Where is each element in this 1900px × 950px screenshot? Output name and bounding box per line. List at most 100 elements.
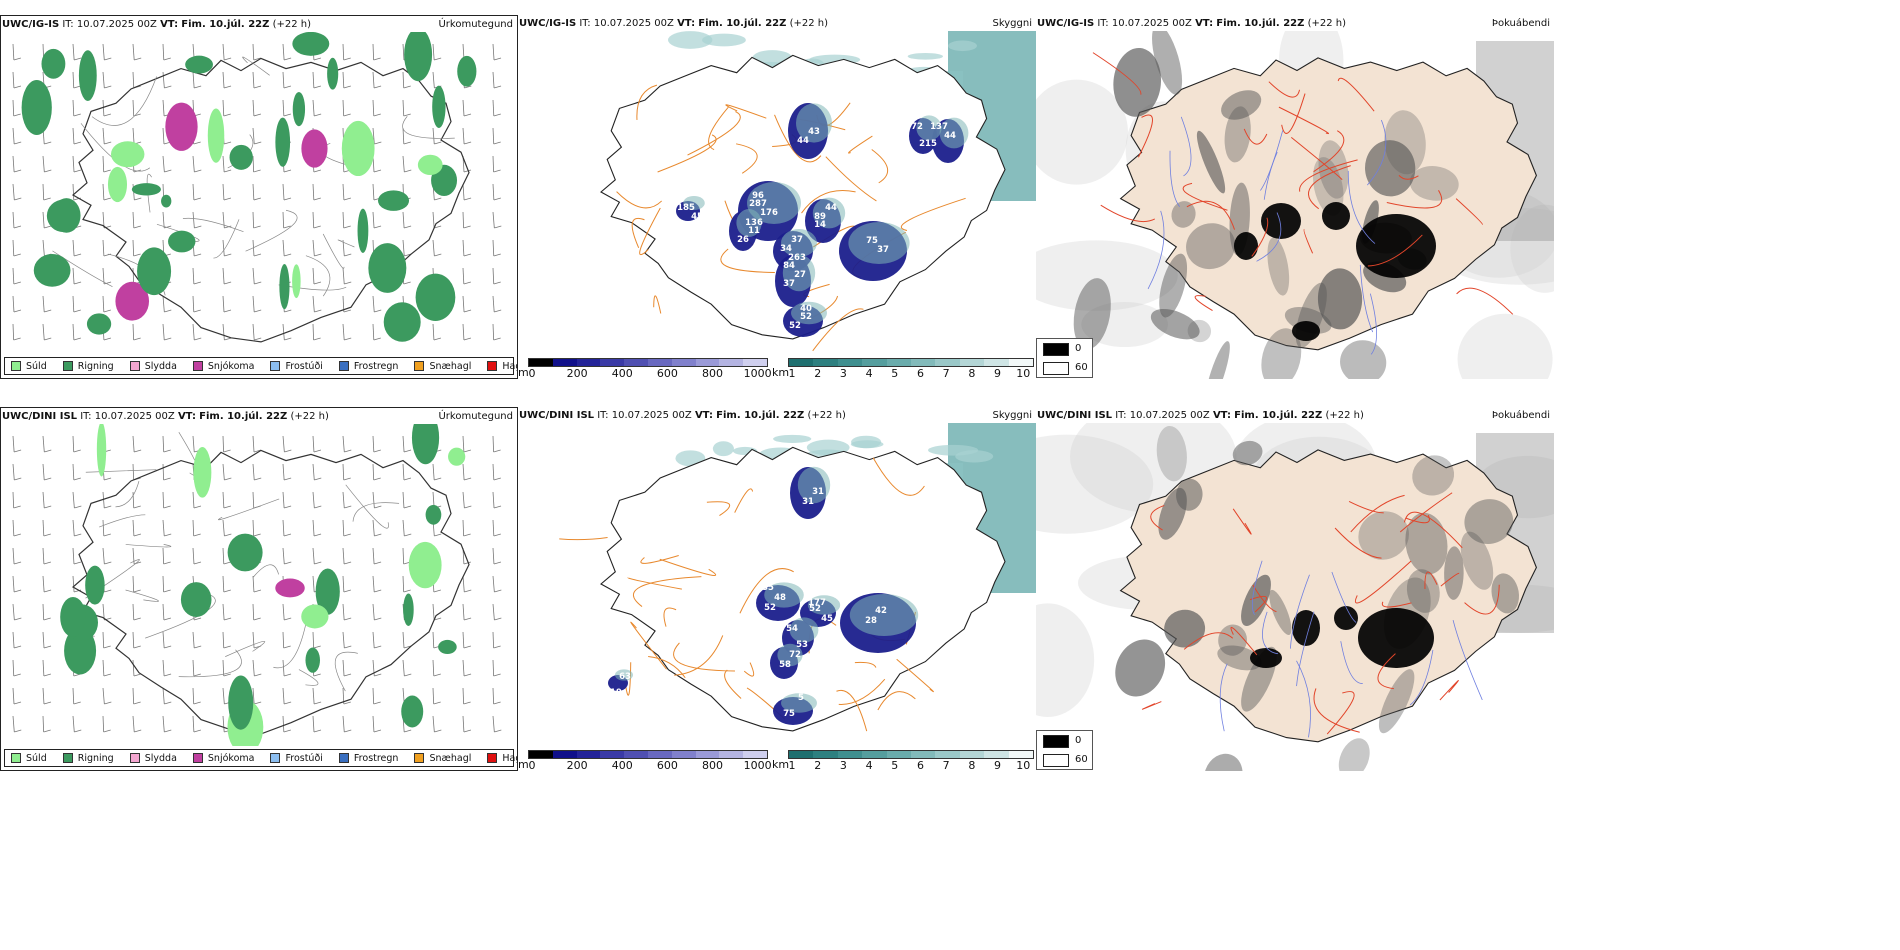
wind-barb [462,715,465,733]
colorbar-tick-label: 400 [611,759,633,771]
wind-barb [102,603,105,621]
cloud-base-value: 28 [865,616,877,626]
visibility-patch [712,441,734,457]
colorbar-tick-label: 5 [891,759,899,771]
wind-barb [492,687,495,705]
cloud-base-value: 75 [783,709,795,719]
wind-barb [222,267,225,285]
wind-barb-flag [463,701,471,705]
precip-cell [275,117,291,167]
wind-barb [432,323,435,341]
wind-barb [342,99,345,117]
road [352,502,400,522]
fog-streak [1269,589,1292,635]
cloud-base-value: 96 [752,191,764,201]
it-value: 10.07.2025 00Z [1111,18,1192,29]
road [1183,632,1234,650]
wind-barb [462,183,465,201]
wind-barb [132,603,135,621]
cloud-panel-row1: UWC/IG-IS IT: 10.07.2025 00Z VT: Fim. 10… [518,15,1036,379]
wind-barb [432,659,435,677]
cloud-base-value: 52 [800,312,812,322]
wind-barb-flag [194,169,202,173]
wind-barb-flag [434,477,442,481]
precip-cell [292,92,306,127]
cloud-base-value: 84 [783,261,795,271]
wind-barb-flag [103,533,111,537]
road [1350,494,1405,533]
river [1256,212,1282,262]
road [91,76,157,126]
wind-barb-flag [13,337,21,341]
fog-core [1261,203,1301,239]
coastline [600,446,1006,732]
wind-barb [312,715,315,733]
wind-barb [372,295,375,313]
precip-cell [165,102,198,151]
wind-barb [252,99,255,117]
wind-barb [432,43,435,61]
wind-barb [492,211,495,229]
wind-barb [462,99,465,117]
wind-barb-flag [463,477,472,481]
wind-barb-flag [223,505,231,509]
wind-barb [72,463,75,481]
wind-barb-flag [104,57,112,61]
wind-barb [102,183,105,201]
wind-barb-flag [344,449,352,453]
wind-barb-flag [463,141,472,145]
wind-barb-flag [224,617,232,621]
it-value: 10.07.2025 00Z [76,19,157,30]
road [720,248,775,273]
wind-barb [432,687,435,705]
colorbar-bin [911,751,936,758]
colorbar-strip [788,750,1034,759]
visibility-cell [736,209,762,237]
wind-barb-flag [133,337,141,341]
it-label: IT: [1097,18,1109,29]
wind-barb [372,127,375,145]
wind-barb-flag [133,673,142,677]
fog-streak [1115,639,1166,697]
panel-header: UWC/DINI ISL IT: 10.07.2025 00Z VT: Fim.… [1037,407,1550,425]
wind-barb [162,211,165,229]
wind-barb [102,659,105,677]
wind-barb-flag [284,57,292,61]
wind-barb-flag [493,477,501,481]
wind-barb-flag [314,561,322,565]
colorbar-strip [788,358,1034,367]
legend-item: Súld [11,753,47,764]
wind-barb [12,267,15,285]
coastline [1119,57,1538,351]
precip-cell [292,32,330,56]
wind-barb [462,463,465,481]
colorbar-bin [552,359,577,366]
wind-barb [492,659,495,677]
visibility-cell [791,301,827,325]
wind-barb [252,435,255,453]
road [1381,601,1412,608]
road [848,135,873,154]
colorbar-ticks: 0 200 400 600 800 1000 [528,759,772,771]
wind-barb-flag [403,477,412,481]
cloud-base-value: 54 [786,624,798,634]
fog-streak [1073,278,1111,350]
colorbar-tick-label: 2 [814,759,822,771]
wind-barb-flag [464,85,472,89]
road [1399,492,1453,533]
fog-sea-patch [1036,434,1154,534]
wind-barb-flag [14,617,22,621]
wind-barb-flag [73,141,82,145]
visibility-cell [812,197,846,229]
road [1230,626,1258,656]
wind-barb [222,519,225,537]
panel-title: Úrkomutegund [438,19,513,30]
cloud-base-value: 185 [677,203,695,213]
colorbar-bin [862,751,887,758]
wind-barb-flag [253,449,262,453]
cloud-base-value: 35 [762,583,774,593]
wind-barb [492,323,495,341]
colorbar-bin [600,751,625,758]
wind-barb-flag [374,589,382,593]
road [273,624,306,669]
